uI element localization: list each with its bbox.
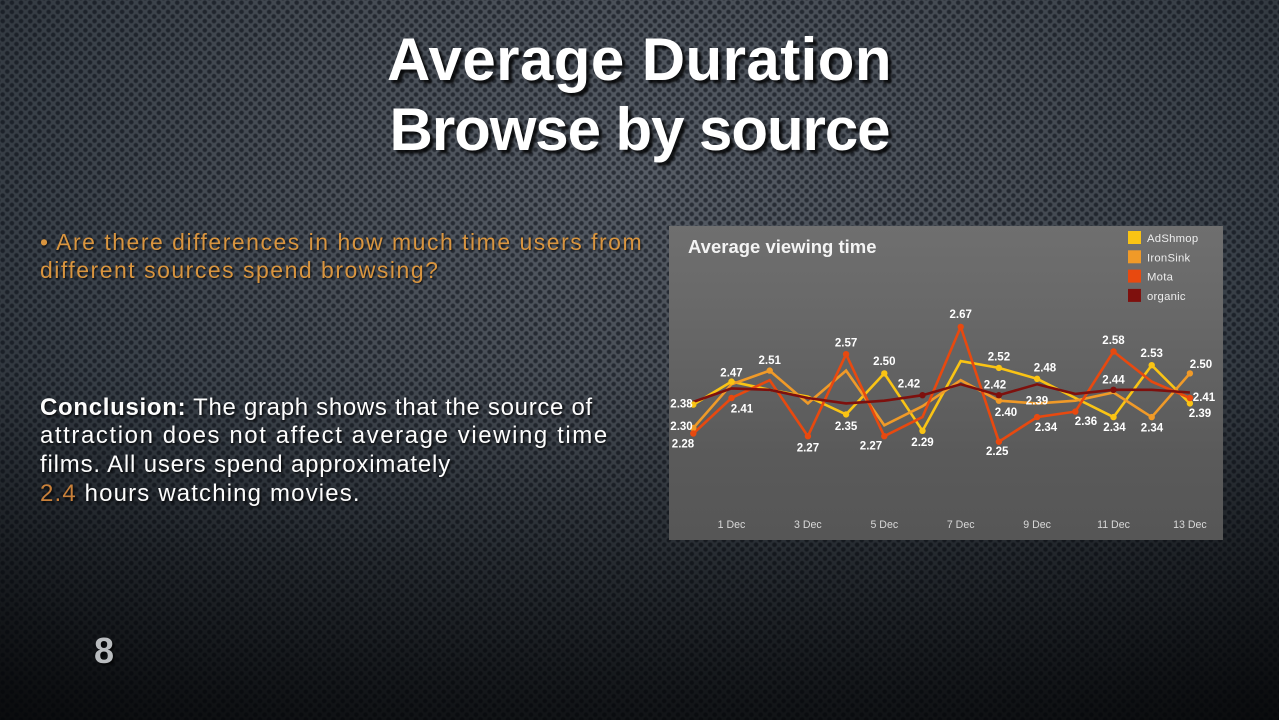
- svg-text:2.29: 2.29: [911, 437, 933, 449]
- svg-text:11 Dec: 11 Dec: [1097, 519, 1130, 531]
- svg-text:2.39: 2.39: [1026, 396, 1048, 408]
- svg-text:2.25: 2.25: [986, 446, 1009, 458]
- svg-text:13 Dec: 13 Dec: [1173, 519, 1207, 531]
- svg-text:5 Dec: 5 Dec: [870, 519, 898, 531]
- svg-text:2.52: 2.52: [988, 352, 1010, 364]
- svg-text:1 Dec: 1 Dec: [718, 519, 746, 531]
- svg-text:2.28: 2.28: [672, 439, 695, 451]
- svg-text:Average viewing time: Average viewing time: [688, 236, 877, 257]
- svg-text:2.39: 2.39: [1189, 408, 1211, 420]
- svg-text:2.41: 2.41: [731, 404, 754, 416]
- svg-text:2.44: 2.44: [1102, 375, 1125, 387]
- svg-text:2.42: 2.42: [898, 379, 920, 391]
- svg-text:2.48: 2.48: [1034, 363, 1057, 375]
- svg-text:2.38: 2.38: [670, 399, 693, 411]
- svg-text:2.41: 2.41: [1193, 392, 1216, 404]
- svg-text:2.47: 2.47: [720, 368, 742, 380]
- svg-text:IronSink: IronSink: [1147, 252, 1191, 264]
- svg-text:2.34: 2.34: [1141, 423, 1164, 435]
- svg-text:2.34: 2.34: [1035, 422, 1058, 434]
- svg-text:2.36: 2.36: [1075, 416, 1097, 428]
- svg-text:organic: organic: [1147, 291, 1186, 303]
- svg-text:2.57: 2.57: [835, 338, 857, 350]
- svg-text:AdShmop: AdShmop: [1147, 233, 1198, 245]
- svg-text:2.53: 2.53: [1141, 348, 1163, 360]
- svg-text:2.40: 2.40: [995, 407, 1017, 419]
- svg-text:2.51: 2.51: [759, 355, 782, 367]
- svg-text:Mota: Mota: [1147, 272, 1174, 284]
- svg-text:2.27: 2.27: [797, 443, 819, 455]
- svg-text:2.50: 2.50: [1190, 359, 1212, 371]
- svg-text:2.58: 2.58: [1102, 335, 1125, 347]
- svg-text:2.67: 2.67: [950, 309, 972, 321]
- svg-text:7 Dec: 7 Dec: [947, 519, 975, 531]
- svg-text:2.30: 2.30: [670, 421, 692, 433]
- svg-text:2.27: 2.27: [860, 441, 882, 453]
- svg-text:2.34: 2.34: [1103, 422, 1126, 434]
- svg-text:2.42: 2.42: [984, 380, 1006, 392]
- svg-text:9 Dec: 9 Dec: [1023, 519, 1051, 531]
- svg-text:2.35: 2.35: [835, 421, 858, 433]
- svg-text:2.50: 2.50: [873, 356, 895, 368]
- svg-text:3 Dec: 3 Dec: [794, 519, 822, 531]
